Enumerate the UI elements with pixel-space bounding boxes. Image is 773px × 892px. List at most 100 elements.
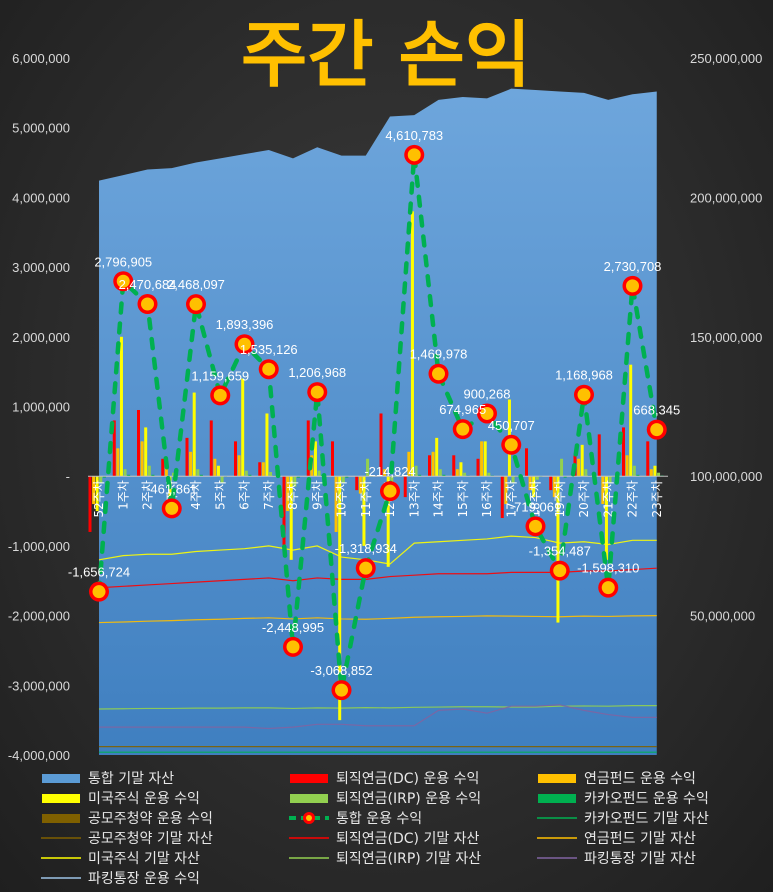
bar	[127, 474, 131, 477]
data-label: 1,535,126	[240, 342, 298, 357]
bar	[563, 476, 567, 478]
bar	[511, 476, 515, 484]
bar	[216, 465, 220, 477]
legend-label: 파킹통장 기말 자산	[584, 850, 696, 867]
bar	[196, 469, 200, 477]
x-tick-label: 5주차	[213, 480, 227, 510]
y-left-tick: -1,000,000	[8, 539, 70, 554]
bar	[161, 458, 165, 477]
legend-key-icon	[536, 771, 578, 785]
legend-key-icon	[40, 791, 82, 805]
y-left-tick: 2,000,000	[12, 330, 70, 345]
bar	[463, 472, 467, 477]
total-pnl-marker-core	[262, 362, 276, 376]
data-label: 2,796,905	[94, 254, 152, 269]
legend-item: 미국주식 운용 수익	[40, 788, 288, 807]
data-label: 1,168,968	[555, 368, 613, 383]
total-assets-area	[99, 88, 657, 756]
bar	[199, 474, 203, 477]
total-pnl-marker-core	[359, 561, 373, 575]
data-label: 2,730,708	[604, 259, 662, 274]
bar	[580, 444, 584, 477]
bar	[258, 462, 262, 477]
bar	[286, 476, 290, 512]
legend-item: 카카오펀드 운용 수익	[536, 788, 770, 807]
bar	[147, 465, 151, 477]
bar	[390, 476, 394, 482]
bar	[386, 476, 390, 567]
total-pnl-marker-core	[335, 683, 348, 697]
x-tick-label: 4주차	[189, 480, 203, 510]
bar	[261, 462, 265, 477]
bar	[442, 474, 446, 477]
x-tick-label: 17주차	[504, 480, 518, 517]
legend-label: 퇴직연금(IRP) 기말 자산	[336, 850, 482, 867]
legend-label: 퇴직연금(IRP) 운용 수익	[336, 790, 482, 807]
bar	[584, 469, 588, 477]
bar	[528, 476, 532, 491]
total-pnl-marker-core	[189, 297, 203, 311]
total-pnl-markers	[89, 144, 667, 701]
legend-label: 카카오펀드 기말 자산	[584, 810, 709, 827]
x-tick-label: 23주차	[650, 480, 664, 517]
data-label: -2,448,995	[262, 620, 324, 635]
y-left-tick: -	[66, 469, 70, 484]
x-tick-label: 6주차	[238, 480, 252, 510]
total-pnl-marker-core	[407, 148, 421, 162]
legend-key-icon	[40, 871, 82, 885]
bar	[577, 458, 581, 477]
bar	[358, 476, 362, 494]
bar	[185, 437, 189, 477]
bar	[220, 476, 224, 484]
bar	[313, 441, 317, 477]
bar	[151, 474, 155, 477]
y-left-tick: -2,000,000	[8, 609, 70, 624]
legend-item: 미국주식 기말 자산	[40, 848, 288, 867]
bar	[552, 476, 556, 498]
y-right-tick: 200,000,000	[690, 190, 762, 205]
bar	[535, 476, 539, 480]
data-label: -1,318,934	[335, 541, 397, 556]
x-tick-label: 19주차	[553, 480, 567, 517]
legend-label: 통합 운용 수익	[336, 810, 423, 827]
bar	[629, 364, 633, 477]
x-tick-label: 11주차	[359, 480, 373, 517]
total-pnl-marker-core	[650, 423, 664, 437]
x-tick-label: 13주차	[407, 480, 421, 517]
bar	[487, 472, 491, 477]
y-left-tick: 4,000,000	[12, 190, 70, 205]
legend-item: 통합 운용 수익	[288, 808, 536, 827]
bar	[88, 476, 92, 532]
bar	[649, 469, 653, 477]
bar	[549, 476, 553, 491]
data-label: 4,610,783	[385, 128, 443, 143]
bar	[237, 455, 241, 477]
legend-key-icon	[40, 811, 82, 825]
legend-item: 퇴직연금(IRP) 운용 수익	[288, 788, 536, 807]
bar	[657, 472, 661, 477]
bar	[560, 458, 564, 477]
legend-item: 퇴직연금(DC) 기말 자산	[288, 828, 536, 847]
data-label: -461,861	[146, 481, 197, 496]
legend-label: 통합 기말 자산	[88, 770, 175, 787]
y-axis-right: 50,000,000 100,000,000 150,000,000 200,000,…	[690, 51, 762, 624]
total-pnl-marker-core	[432, 367, 445, 381]
data-label: 1,893,396	[216, 317, 274, 332]
x-tick-label: 21주차	[601, 480, 615, 517]
x-tick-label: 1주차	[116, 480, 130, 510]
legend-label: 퇴직연금(DC) 기말 자산	[336, 830, 480, 847]
chart-title: 주간 손익	[241, 13, 531, 97]
bar	[435, 437, 439, 477]
bar	[455, 469, 459, 477]
bar	[144, 427, 148, 477]
total-pnl-marker-core	[529, 519, 542, 533]
bar	[632, 465, 636, 477]
x-tick-label: 2주차	[141, 480, 155, 510]
bar	[282, 476, 286, 546]
bar	[317, 470, 321, 477]
x-tick-label: 18주차	[529, 480, 543, 517]
legend-label: 미국주식 운용 수익	[88, 790, 200, 807]
bar	[248, 474, 252, 477]
bar	[459, 462, 463, 477]
